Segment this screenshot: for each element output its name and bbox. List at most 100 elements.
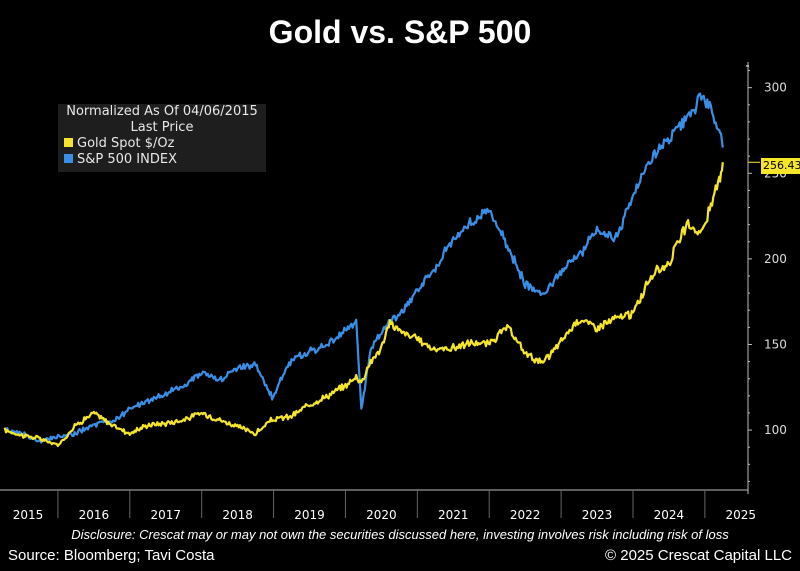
gold-data-point [93, 412, 94, 413]
legend-label-sp500: S&P 500 INDEX [77, 152, 177, 167]
sp500-data-point [93, 424, 94, 425]
sp500-data-point [165, 394, 166, 395]
y-tick-label: 300 [764, 81, 787, 95]
legend-item-sp500: S&P 500 INDEX [58, 152, 266, 168]
gold-data-point [722, 162, 723, 163]
last-value-label: 256.43 [761, 158, 800, 174]
gold-data-point [488, 344, 489, 345]
gold-data-point [417, 339, 418, 340]
gold-data-point [596, 327, 597, 328]
sp500-data-point [237, 368, 238, 369]
chart-title: Gold vs. S&P 500 [268, 14, 532, 50]
sp500-data-point [183, 385, 184, 386]
gold-data-point [711, 203, 712, 204]
legend-title: Normalized As Of 04/06/2015 [66, 104, 258, 119]
axes: 1001502002503002015201620172018201920202… [0, 62, 787, 522]
gold-data-point [291, 416, 292, 417]
x-tick-label: 2016 [79, 508, 110, 522]
sp500-data-point [219, 380, 220, 381]
sp500-data-point [668, 138, 669, 139]
gold-data-point [399, 330, 400, 331]
sp500-data-point [650, 159, 651, 160]
sp500-data-point [722, 147, 723, 148]
sp500-data-point [711, 109, 712, 110]
gold-data-point [4, 429, 5, 430]
sp500-data-point [507, 245, 508, 246]
gold-data-point [147, 424, 148, 425]
gold-data-point [201, 412, 202, 413]
gold-data-point [345, 385, 346, 386]
sp500-data-point [471, 221, 472, 222]
gold-data-point [183, 419, 184, 420]
gold-data-point [719, 178, 720, 179]
gold-data-point [471, 342, 472, 343]
gold-data-point [561, 340, 562, 341]
gold-data-point [632, 313, 633, 314]
sp500-data-point [75, 433, 76, 434]
sp500-series-line [4, 92, 724, 444]
sp500-data-point [327, 344, 328, 345]
x-tick-label: 2020 [366, 508, 397, 522]
sp500-data-point [488, 210, 489, 211]
sp500-data-point [686, 121, 687, 122]
gold-data-point [219, 419, 220, 420]
gold-data-point [356, 376, 357, 377]
y-tick-label: 200 [764, 252, 787, 266]
gold-data-point [381, 347, 382, 348]
sp500-data-point [453, 239, 454, 240]
x-tick-label: 2021 [438, 508, 469, 522]
sp500-data-point [291, 359, 292, 360]
sp500-data-point [57, 436, 58, 437]
sp500-data-point [309, 351, 310, 352]
source-text: Source: Bloomberg; Tavi Costa [8, 547, 215, 564]
disclosure-text: Disclosure: Crescat may or may not own t… [71, 527, 729, 542]
sp500-data-point [632, 195, 633, 196]
x-tick-label: 2017 [150, 508, 181, 522]
gold-data-point [389, 322, 390, 323]
gold-data-point [57, 445, 58, 446]
x-tick-label: 2024 [654, 508, 685, 522]
legend-label-gold: Gold Spot $/Oz [77, 136, 175, 151]
gold-data-point [309, 404, 310, 405]
sp500-data-point [39, 441, 40, 442]
gold-data-point [525, 352, 526, 353]
gold-data-point [578, 318, 579, 319]
sp500-data-point [417, 289, 418, 290]
gold-data-point [272, 419, 273, 420]
sp500-data-point [345, 330, 346, 331]
x-tick-label: 2025 [726, 508, 757, 522]
sp500-data-point [719, 130, 720, 131]
gold-data-point [237, 426, 238, 427]
gold-data-point [111, 424, 112, 425]
y-tick-label: 150 [764, 337, 787, 351]
sp500-data-point [201, 371, 202, 372]
gold-data-point [361, 382, 362, 383]
gold-data-point [129, 433, 130, 434]
sp500-data-point [525, 284, 526, 285]
sp500-data-point [370, 351, 371, 352]
x-tick-label: 2018 [222, 508, 253, 522]
gold-data-point [370, 361, 371, 362]
sp500-data-point [356, 322, 357, 323]
gold-swatch [64, 138, 73, 147]
x-tick-label: 2015 [13, 508, 44, 522]
sp500-data-point [147, 400, 148, 401]
sp500-swatch [64, 154, 73, 163]
legend-item-gold: Gold Spot $/Oz [58, 136, 266, 152]
plot-area [3, 92, 724, 448]
x-tick-label: 2023 [582, 508, 613, 522]
sp500-data-point [129, 409, 130, 410]
sp500-data-point [381, 330, 382, 331]
footer-background [0, 520, 800, 571]
gold-data-point [686, 224, 687, 225]
legend: Normalized As Of 04/06/2015 Last Price G… [58, 104, 266, 172]
x-tick-label: 2019 [294, 508, 325, 522]
sp500-data-point [596, 227, 597, 228]
sp500-data-point [399, 315, 400, 316]
gold-data-point [650, 275, 651, 276]
gold-data-point [543, 363, 544, 364]
gold-data-point [453, 347, 454, 348]
sp500-data-point [701, 96, 702, 97]
sp500-data-point [543, 293, 544, 294]
